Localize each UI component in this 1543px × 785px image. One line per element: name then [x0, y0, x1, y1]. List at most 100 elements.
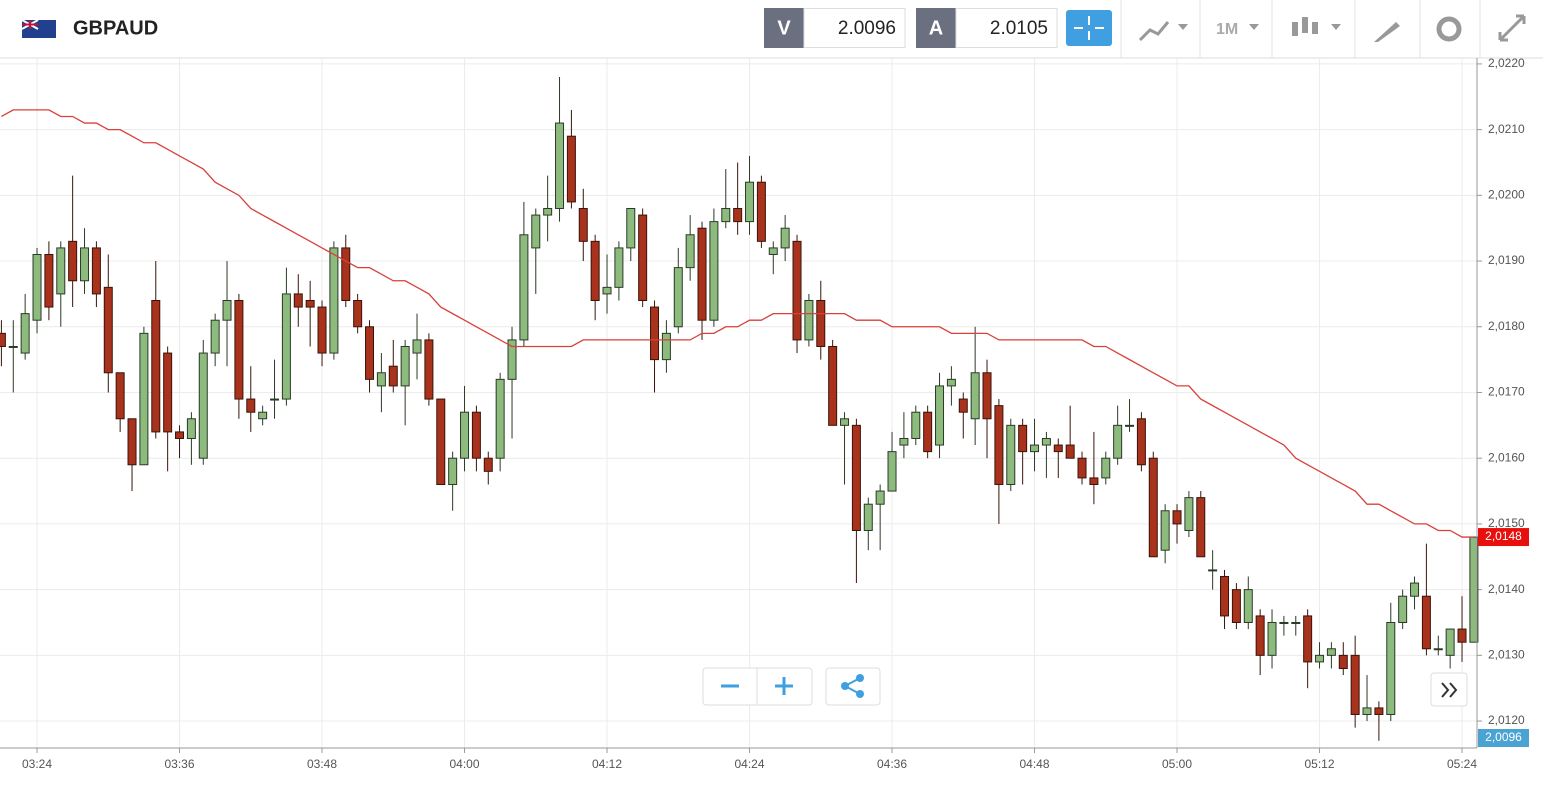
- draw-icon[interactable]: [1374, 22, 1400, 42]
- candle-body: [1172, 510, 1182, 525]
- candle-body: [246, 398, 256, 413]
- price-tag-label: 2,0148: [1485, 529, 1522, 543]
- candle-body: [281, 293, 291, 400]
- candle-body: [661, 332, 671, 361]
- candle-body: [1006, 424, 1016, 485]
- candle-body: [258, 411, 268, 420]
- candle-body: [626, 207, 636, 249]
- candle-body: [863, 503, 873, 531]
- x-tick-label: 03:48: [307, 757, 337, 771]
- candle-icon[interactable]: [1292, 17, 1318, 36]
- candle-body: [1433, 648, 1443, 651]
- candle-body: [1136, 418, 1146, 466]
- y-tick-label: 2,0140: [1488, 582, 1525, 596]
- candle-body: [1410, 582, 1420, 597]
- price-tag-label: 2,0096: [1485, 730, 1522, 744]
- candle-body: [293, 293, 303, 308]
- x-tick-label: 03:24: [22, 757, 52, 771]
- candle-body: [685, 234, 695, 269]
- candle-body: [412, 339, 422, 354]
- y-tick-label: 2,0190: [1488, 253, 1525, 267]
- zoom-controls: [702, 667, 881, 706]
- moving-average: [1, 109, 1474, 538]
- candle-body: [638, 214, 648, 301]
- timeframe[interactable]: 1M: [1216, 21, 1238, 38]
- candle-body: [471, 411, 481, 459]
- candle-body: [317, 306, 327, 354]
- candle-body: [911, 411, 921, 439]
- candle-body: [578, 207, 588, 242]
- candle-body: [673, 267, 683, 328]
- x-tick-label: 05:24: [1447, 757, 1477, 771]
- sell-box: [803, 8, 906, 48]
- candle-body: [127, 418, 137, 466]
- y-tick-label: 2,0170: [1488, 385, 1525, 399]
- y-tick-label: 2,0180: [1488, 319, 1525, 333]
- candle-body: [305, 299, 315, 308]
- candle-body: [436, 398, 446, 485]
- plot-area: 2,0120 2,0130 2,0140 2,0150 2,0160 2,0170 2,01…: [0, 56, 1525, 771]
- candle-body: [566, 135, 576, 203]
- candle-body: [270, 398, 280, 401]
- flag: [21, 19, 56, 38]
- candle-body: [1386, 621, 1396, 715]
- dropdown-arrow: [1331, 24, 1341, 30]
- settings-icon[interactable]: [1436, 16, 1462, 42]
- candle-body: [1125, 424, 1135, 427]
- candle-body: [1148, 457, 1158, 558]
- y-tick-label: 2,0200: [1488, 188, 1525, 202]
- buy-button[interactable]: [916, 8, 956, 48]
- candle-body: [1041, 437, 1051, 446]
- y-tick-label: 2,0210: [1488, 122, 1525, 136]
- candle-body: [780, 227, 790, 249]
- candle-body: [828, 345, 838, 426]
- candle-body: [1208, 569, 1218, 572]
- candle-body: [792, 240, 802, 341]
- candle-body: [20, 313, 30, 354]
- scroll-end-button[interactable]: [1430, 672, 1468, 707]
- candle-body: [424, 339, 434, 400]
- sell-button[interactable]: [764, 8, 804, 48]
- symbol: GBPAUD: [73, 17, 158, 39]
- candle-body: [733, 207, 743, 223]
- candle-body: [1196, 497, 1206, 558]
- candle-body: [1291, 621, 1301, 624]
- buy-label: A: [929, 17, 943, 39]
- candle-body: [222, 299, 232, 321]
- candle-body: [1101, 457, 1111, 479]
- candle-body: [341, 247, 351, 301]
- chart-type-icon[interactable]: [1138, 21, 1170, 42]
- candle-body: [507, 339, 517, 380]
- candle-body: [519, 234, 529, 341]
- crosshair-button[interactable]: [1066, 10, 1112, 46]
- candle-body: [8, 345, 18, 348]
- x-tick-label: 05:00: [1162, 757, 1192, 771]
- candle-body: [1089, 477, 1099, 485]
- toolbar-separators: [1120, 0, 1481, 58]
- candle-body: [56, 247, 66, 295]
- candle-body: [1053, 444, 1063, 453]
- candle-body: [1243, 589, 1253, 623]
- x-tick-label: 04:12: [592, 757, 622, 771]
- candle-body: [887, 451, 897, 492]
- candle-body: [1374, 707, 1384, 715]
- candle-body: [816, 299, 826, 347]
- candle-body: [448, 457, 458, 485]
- fullscreen-icon[interactable]: [1498, 14, 1526, 42]
- candle-body: [1398, 595, 1408, 623]
- sell-price: 2.0096: [838, 18, 896, 39]
- crosshair-icon: [1074, 16, 1104, 40]
- candle-body: [756, 181, 766, 242]
- candle-body: [32, 253, 42, 321]
- candle-body: [745, 181, 755, 223]
- x-tick-label: 04:00: [450, 757, 480, 771]
- candle-body: [400, 345, 410, 387]
- candle-body: [1113, 424, 1123, 459]
- price-tag: [1478, 729, 1529, 747]
- candle-body: [1255, 615, 1265, 656]
- candle-body: [68, 240, 78, 282]
- candle-body: [1350, 654, 1360, 715]
- candle-body: [721, 207, 731, 223]
- candle-body: [1279, 621, 1289, 624]
